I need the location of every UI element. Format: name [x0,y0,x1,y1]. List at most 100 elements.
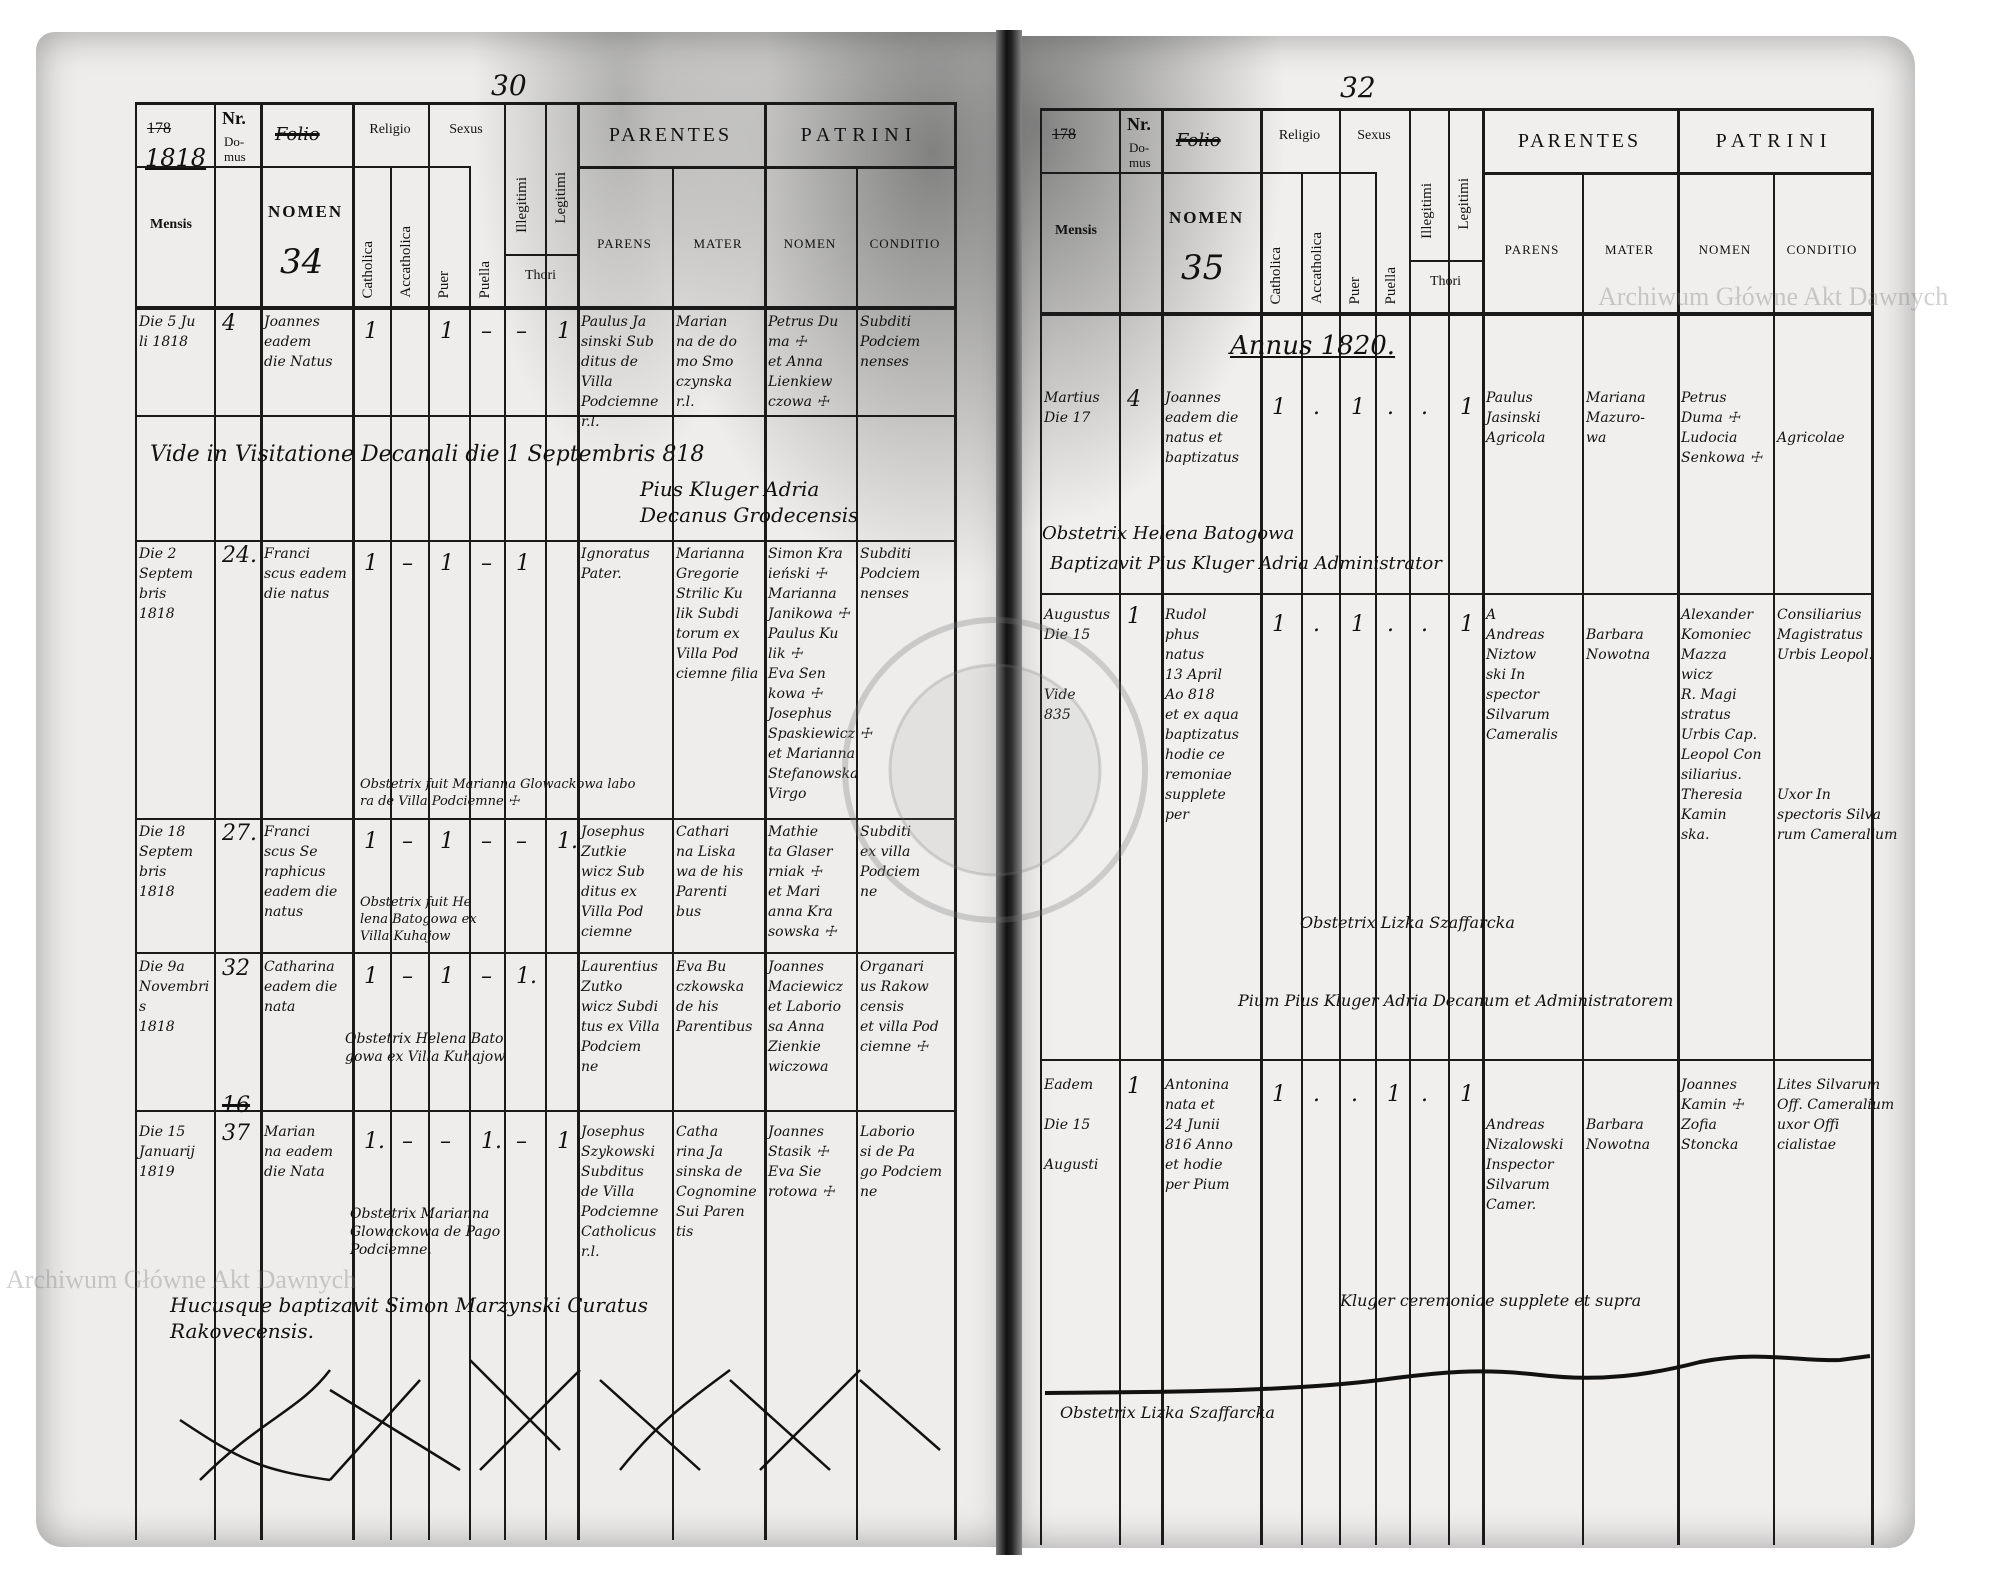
entry-parens: Paulus Jasinski Agricola [1486,390,1546,446]
header-bottom-rule [1040,312,1871,316]
entry-nomen: Franci scus eadem die natus [264,546,347,602]
entry-mensis: Augustus Die 15 Vide 835 [1044,607,1111,723]
entry-mensis: Die 15 Januarij 1819 [139,1124,195,1180]
entry-mark: 1. [557,829,578,854]
entry-mark: 1 [364,829,378,854]
entry-nomen: Catharina eadem die nata [264,959,338,1015]
register-note: Obstetrix fuit Marianna Glowackowa labo … [360,777,636,809]
entry-mark: – [481,829,492,854]
conditio-label: CONDITIO [1786,242,1858,257]
entry-domus-crossed: 16 [222,1093,250,1118]
cancel-crosses [179,1359,941,1482]
archive-seal [842,617,1148,923]
entry-mark: 1 [557,1129,571,1154]
entry-conditio: Consiliarius Magistratus Urbis Leopol. U… [1777,607,1898,843]
entry-domus: 37 [222,1121,250,1146]
entry-mark: – [516,1129,527,1154]
entry-mark: – [402,551,413,576]
header-mid-rule [1482,172,1871,175]
entry-mater: Eva Bu czkowska de his Parentibus [676,959,753,1035]
folio-number: 35 [1181,248,1225,288]
conditio-label: CONDITIO [869,236,941,251]
parens-label: PARENS [1504,242,1560,257]
entry-mark: 1 [440,829,454,854]
parens-label: PARENS [597,236,652,251]
mater-label: MATER [693,236,743,251]
column-rule [352,102,355,1540]
entry-mensis: Eadem Die 15 Augusti [1044,1077,1099,1173]
entry-mensis: Martius Die 17 [1044,390,1100,426]
column-rule [1582,172,1584,1545]
book-spine [996,30,1022,1555]
entry-parens: Josephus Zutkie wicz Sub ditus ex Villa … [581,824,645,940]
domus-label: Do- mus [1129,140,1151,170]
entry-mark: 1 [1460,395,1474,420]
register-note: Obstetrix Lizka Szaffarcka [1060,1403,1275,1422]
patrini-label: PATRINI [1715,130,1833,152]
entry-mark: 1 [440,551,454,576]
column-rule [135,102,137,1540]
year-crossed: 178 [147,120,171,137]
nomen-label: NOMEN [268,202,344,221]
register-note: Obstetrix Lizka Szaffarcka [1300,913,1515,932]
entry-nomen: Joannes eadem die Natus [264,314,333,370]
column-rule [1448,108,1450,260]
entry-patrini-nomen: Petrus Duma ☩ Ludocia Senkowa ☩ [1681,390,1763,466]
column-rule [545,102,547,254]
row-rule [1040,1059,1871,1061]
entry-mark: 1 [440,319,454,344]
entry-mark: 1 [1272,395,1286,420]
entry-mater: Marianna Gregorie Strilic Ku lik Subdi t… [676,546,759,682]
column-rule [469,166,471,1540]
column-rule [545,102,547,1540]
entry-conditio: Subditi ex villa Podciem ne [860,824,921,900]
entry-domus: 4 [222,311,236,336]
column-rule [672,166,674,1540]
column-rule [504,102,506,1540]
column-rule [1677,108,1680,1545]
annus-heading: Annus 1820. [1230,331,1396,361]
archive-seal-inner [888,663,1102,877]
entry-mark: – [402,829,413,854]
entry-mater: Barbara Nowotna [1586,627,1651,663]
entry-domus: 24. [222,543,257,568]
entry-mark: . [1313,612,1320,637]
entry-mark: – [481,964,492,989]
register-note: Baptizavit Pius Kluger Adria Administrat… [1050,553,1442,574]
column-rule [1482,108,1485,1545]
entry-domus: 27. [222,821,257,846]
entry-mark: – [402,1129,413,1154]
row-rule [135,415,954,417]
register-note: Pius Kluger Adria Decanus Grodecensis [640,477,859,527]
entry-mark: – [481,319,492,344]
entry-patrini-nomen: Alexander Komoniec Mazza wicz R. Magi st… [1681,607,1762,843]
thori-rule [1409,260,1482,262]
right-page [1010,36,1915,1548]
register-note: Vide in Visitatione Decanali die 1 Septe… [150,442,705,467]
page-number: 32 [1340,71,1376,104]
mensis-label: Mensis [150,217,192,232]
column-rule [1161,108,1164,1545]
row-rule [135,818,954,820]
column-rule [1871,108,1874,1545]
register-note: Kluger ceremoniae supplete et supra [1340,1291,1642,1310]
entry-conditio: Subditi Podciem nenses [860,546,921,602]
register-note: Obstetrix fuit He lena Batogowa ex Villa… [360,895,477,944]
sexus-label: Sexus [449,122,483,137]
entry-mater: Cathari na Liska wa de his Parenti bus [676,824,744,920]
header-bottom-rule [135,306,954,310]
row-rule [135,540,954,542]
entry-mater: Marian na de do mo Smo czynska r.l. [676,314,737,410]
entry-mark: – [402,964,413,989]
column-rule [1409,108,1411,1545]
entry-nomen: Antonina nata et 24 Junii 816 Anno et ho… [1165,1077,1233,1193]
entry-mark: . [1351,1082,1358,1107]
parentes-label: PARENTES [608,124,733,146]
entry-parens: A Andreas Niztow ski In spector Silvarum… [1486,607,1558,743]
entry-mark: 1 [1460,1082,1474,1107]
register-note: Obstetrix Helena Bato gowa ex Villa Kuha… [345,1031,506,1065]
nomen-label: NOMEN [1169,208,1245,227]
entry-nomen: Joannes eadem die natus et baptizatus [1165,390,1239,466]
row-rule [135,1110,954,1112]
